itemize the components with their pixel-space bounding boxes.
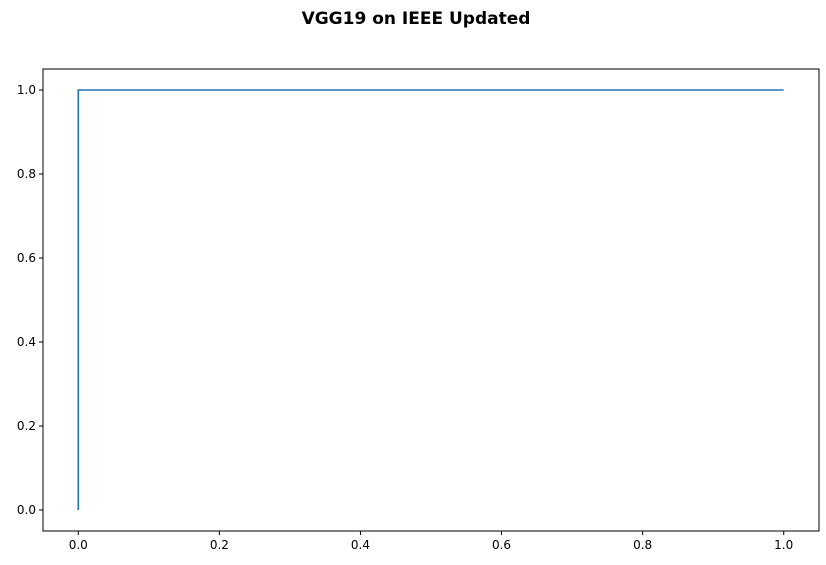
y-tick-label: 0.6 (17, 251, 36, 265)
x-tick-label: 0.8 (633, 538, 652, 552)
x-axis: 0.0 0.2 0.4 0.6 0.8 1.0 (69, 531, 794, 552)
chart-title: VGG19 on IEEE Updated (302, 9, 531, 29)
y-tick-label: 1.0 (17, 83, 36, 97)
x-tick-label: 0.4 (351, 538, 370, 552)
plot-area: 0.0 0.2 0.4 0.6 0.8 1.0 0.0 0.2 0.4 0.6 0.8 1.0 (17, 69, 819, 552)
y-axis: 0.0 0.2 0.4 0.6 0.8 1.0 (17, 83, 43, 517)
x-tick-label: 0.0 (69, 538, 88, 552)
x-tick-label: 0.2 (210, 538, 229, 552)
x-tick-label: 0.6 (492, 538, 511, 552)
y-tick-label: 0.2 (17, 419, 36, 433)
y-tick-label: 0.8 (17, 167, 36, 181)
axes-frame (43, 69, 819, 531)
y-tick-label: 0.4 (17, 335, 36, 349)
y-tick-label: 0.0 (17, 503, 36, 517)
series-layer (78, 90, 783, 510)
series-line-0 (78, 90, 783, 510)
x-tick-label: 1.0 (774, 538, 793, 552)
